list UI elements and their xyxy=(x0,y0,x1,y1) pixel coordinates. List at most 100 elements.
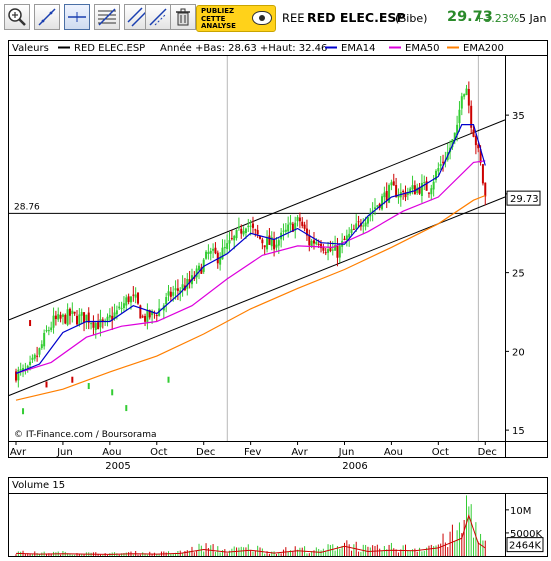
candle-body xyxy=(200,267,203,274)
x-tick-label: Oct xyxy=(150,447,167,458)
candle-body xyxy=(40,344,43,349)
candle-body xyxy=(406,192,409,195)
candle-body xyxy=(303,224,306,229)
horizontal-line-icon xyxy=(68,12,86,22)
candle-body xyxy=(416,187,419,193)
candle-body xyxy=(481,164,484,184)
candle-body xyxy=(141,316,144,318)
candle-body xyxy=(364,222,367,227)
candle-body xyxy=(376,205,379,207)
y-tick-label: 15 xyxy=(512,426,525,437)
candle-body xyxy=(151,310,154,316)
price-change: +3.23% xyxy=(475,12,520,25)
candle-body xyxy=(83,312,86,323)
candle-body xyxy=(381,196,384,210)
candle-body xyxy=(427,192,430,194)
candle-outlier xyxy=(167,376,170,383)
quote-date: 5 Jan xyxy=(519,12,547,25)
candle-body xyxy=(474,136,477,146)
candle-body xyxy=(270,237,273,247)
candle-body xyxy=(205,251,208,259)
candle-body xyxy=(434,170,437,181)
channel-icon xyxy=(127,7,147,27)
candle-body xyxy=(52,315,55,328)
candle-body xyxy=(409,188,412,194)
candle-body xyxy=(80,312,83,316)
candle-body xyxy=(465,88,468,96)
candle-body xyxy=(226,243,229,249)
candle-body xyxy=(219,258,222,265)
candle-body xyxy=(456,124,459,136)
candle-body xyxy=(122,303,125,308)
candle-body xyxy=(167,291,170,296)
candle-body xyxy=(47,330,50,332)
volume-tick-label: 5000K xyxy=(510,529,542,540)
candle-body xyxy=(352,228,355,230)
candle-body xyxy=(366,216,369,224)
fibonacci-tool-button[interactable] xyxy=(94,4,120,30)
delete-tool-button[interactable] xyxy=(170,4,196,30)
candle-body xyxy=(282,230,285,232)
candle-body xyxy=(263,245,266,248)
candle-body xyxy=(155,315,158,317)
candle-body xyxy=(397,195,400,198)
candles-group xyxy=(15,81,487,415)
volume-plot-area: 5000K 10M 2464K xyxy=(15,495,544,556)
candle-body xyxy=(294,222,297,231)
candle-body xyxy=(137,292,140,304)
candle-body xyxy=(54,315,57,320)
candle-body xyxy=(237,226,240,229)
trash-icon xyxy=(176,8,190,26)
fibonacci-icon xyxy=(98,8,116,26)
horizontal-line-tool-button[interactable] xyxy=(64,4,90,30)
zoom-icon xyxy=(8,8,26,26)
candle-body xyxy=(111,315,114,321)
candle-body xyxy=(22,367,25,371)
publish-analysis-button[interactable]: Publiez cette analyse xyxy=(196,5,276,32)
candle-body xyxy=(477,144,480,149)
candle-body xyxy=(174,288,177,291)
ticker-symbol: REE xyxy=(282,11,305,25)
last-value-tag: 29.73 xyxy=(510,194,539,205)
candle-body xyxy=(331,249,334,251)
channel-lower-line xyxy=(8,196,506,396)
candle-outlier xyxy=(111,389,114,396)
parallel-lines-icon xyxy=(149,8,167,26)
candle-body xyxy=(460,96,463,109)
candle-body xyxy=(57,314,60,320)
candle-body xyxy=(423,182,426,184)
y-tick-label: 25 xyxy=(512,269,525,280)
candle-body xyxy=(106,316,109,321)
candle-body xyxy=(139,305,142,319)
candle-body xyxy=(266,237,269,250)
candle-body xyxy=(221,247,224,260)
candle-body xyxy=(373,207,376,210)
candle-body xyxy=(388,185,391,203)
candle-body xyxy=(320,243,323,249)
candle-body xyxy=(472,129,475,137)
x-tick-label: Oct xyxy=(432,447,449,458)
candle-body xyxy=(172,292,175,296)
candle-body xyxy=(120,308,123,310)
volume-title: Volume 15 xyxy=(12,480,65,491)
candle-body xyxy=(301,221,304,226)
candle-body xyxy=(256,230,259,235)
candle-body xyxy=(317,244,320,246)
candle-body xyxy=(31,357,34,360)
x-tick-label: Fev xyxy=(244,447,261,458)
volume-last-tag-box xyxy=(506,537,544,553)
candle-body xyxy=(216,252,219,264)
candle-body xyxy=(437,168,440,172)
candle-body xyxy=(66,309,69,325)
candle-body xyxy=(277,240,280,246)
candle-body xyxy=(479,149,482,163)
candle-body xyxy=(198,265,201,271)
volume-tick-label: 10M xyxy=(510,506,531,517)
trendline-tool-button[interactable] xyxy=(34,4,60,30)
x-tick-label: Jun xyxy=(56,447,73,458)
candle-body xyxy=(87,312,90,323)
zoom-tool-button[interactable] xyxy=(4,4,30,30)
candle-body xyxy=(390,182,393,186)
channel-upper-line xyxy=(8,119,506,321)
